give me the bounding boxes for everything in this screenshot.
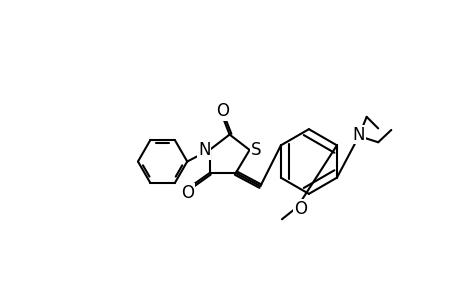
Text: N: N bbox=[352, 126, 364, 144]
Text: N: N bbox=[197, 141, 210, 159]
Text: O: O bbox=[216, 102, 229, 120]
Text: O: O bbox=[180, 184, 193, 202]
Text: O: O bbox=[293, 200, 306, 218]
Text: S: S bbox=[251, 141, 261, 159]
